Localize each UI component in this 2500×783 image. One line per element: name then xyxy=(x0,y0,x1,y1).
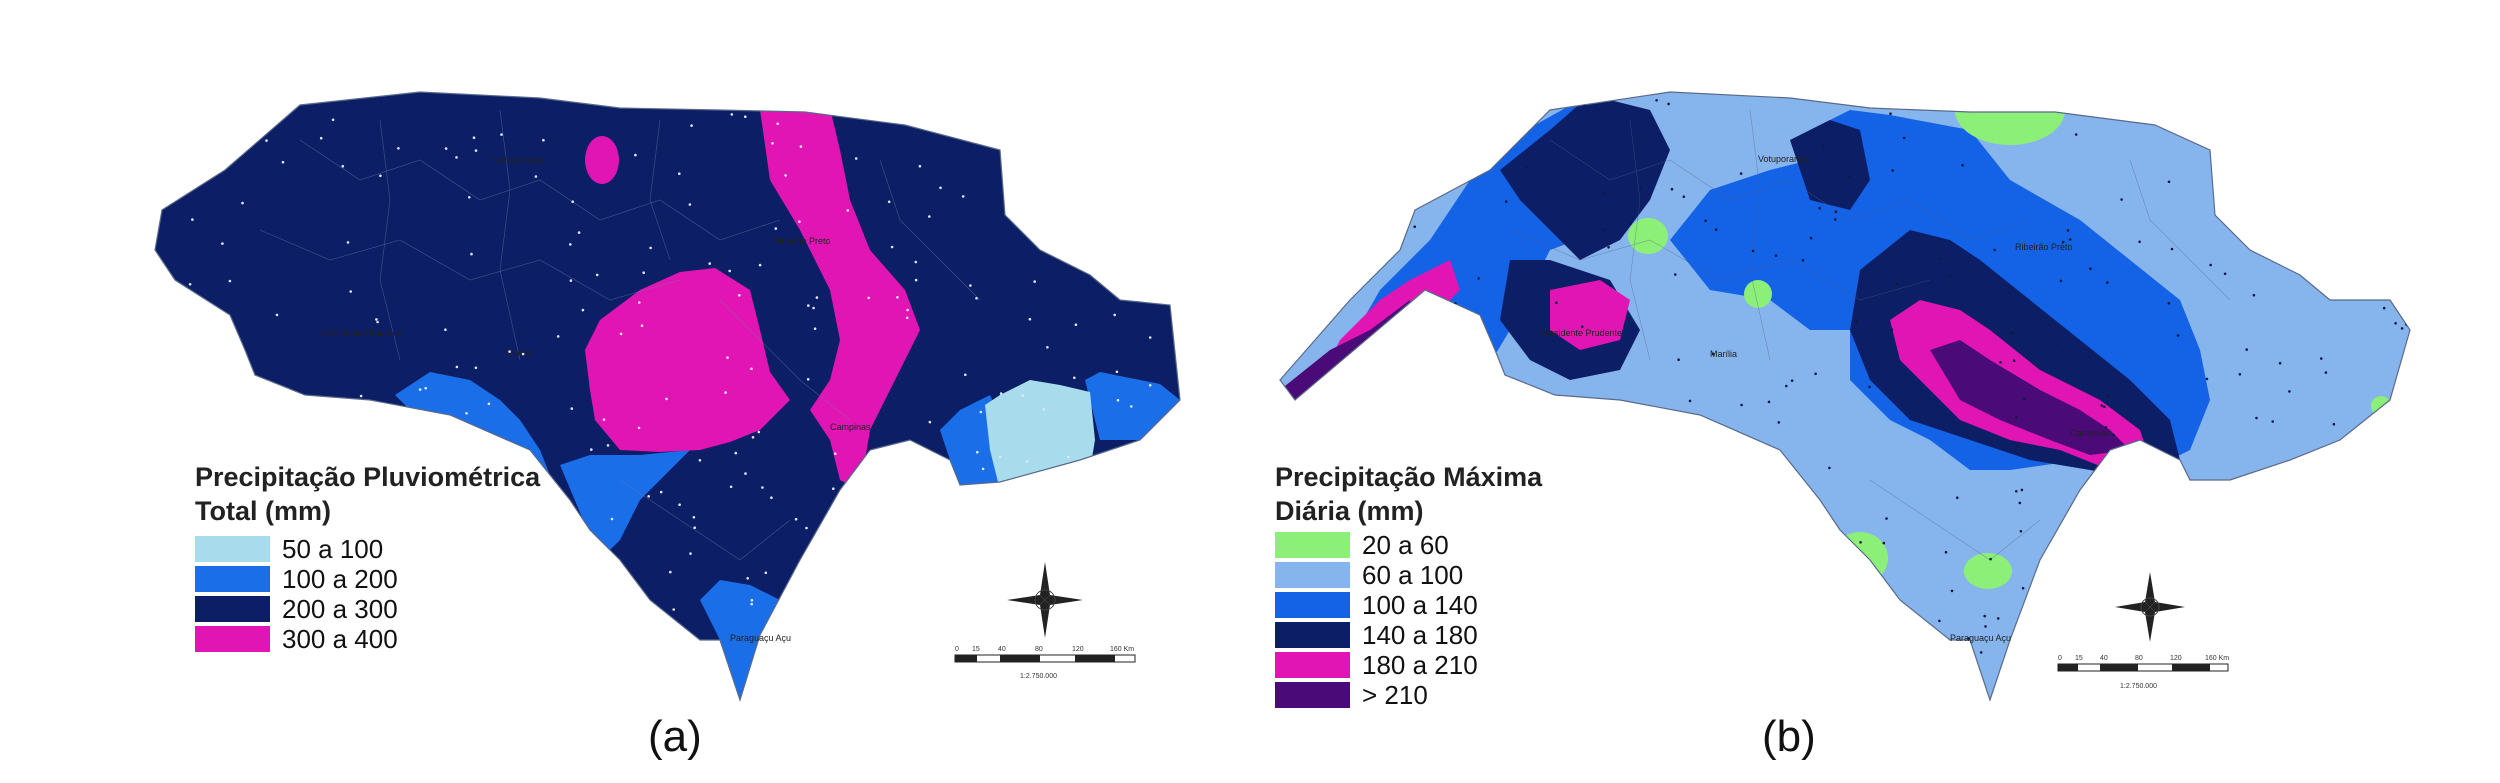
legend-a-label-1: 100 a 200 xyxy=(282,563,398,594)
state-outline-a xyxy=(154,91,1181,702)
map-a-svg: Votuporanga Ribeirão Preto Presidente Pr… xyxy=(154,91,1181,702)
region-180-210-west xyxy=(1550,280,1630,350)
region-300-400-center xyxy=(585,268,790,452)
city-labels-a: Votuporanga Ribeirão Preto Presidente Pr… xyxy=(320,155,871,643)
caption-a: (a) xyxy=(648,712,702,761)
city-campinas: Campinas xyxy=(830,422,871,432)
legend-a-item-1: 100 a 200 xyxy=(195,564,540,594)
scale-ratio-b: 1:2.750.000 xyxy=(2120,683,2157,690)
city-ribeirao-preto-b: Ribeirão Preto xyxy=(2015,242,2073,252)
city-marilia-b: Marília xyxy=(1710,349,1737,359)
compass-rose-a xyxy=(1007,562,1083,638)
scale-bar-b: 0 15 40 80 120 160 Km 1:2.750.000 xyxy=(2057,655,2229,690)
legend-b-label-0: 20 a 60 xyxy=(1362,529,1449,560)
legend-b: Precipitação Máxima Diária (mm) 20 a 60 6… xyxy=(1275,460,1542,710)
legend-b-swatch-3 xyxy=(1275,622,1350,648)
region-20-60-north xyxy=(1955,75,2065,145)
legend-a-label-0: 50 a 100 xyxy=(282,533,384,564)
scale-tick-a-0: 0 xyxy=(955,646,959,653)
legend-a-label-3: 300 a 400 xyxy=(282,623,398,654)
legend-a-item-0: 50 a 100 xyxy=(195,534,540,564)
legend-b-label-1: 60 a 100 xyxy=(1362,559,1464,590)
city-presidente-prudente: Presidente Prudente xyxy=(320,328,402,338)
city-marilia: Marília xyxy=(505,348,532,358)
legend-a-swatch-3 xyxy=(195,626,270,652)
scale-tick-a-5: 160 Km xyxy=(1110,646,1134,653)
legend-b-label-4: 180 a 210 xyxy=(1362,649,1478,680)
region-140-180-north xyxy=(1790,120,1870,210)
legend-b-title-line1: Precipitação Máxima xyxy=(1275,462,1543,492)
scale-ratio-a: 1:2.750.000 xyxy=(1020,673,1057,680)
legend-b-swatch-0 xyxy=(1275,532,1350,558)
legend-b-item-1: 60 a 100 xyxy=(1275,560,1542,590)
scale-tick-a-4: 120 xyxy=(1072,646,1084,653)
region-20-60-g xyxy=(2256,526,2284,550)
legend-a-swatch-2 xyxy=(195,596,270,622)
legend-b-label-3: 140 a 180 xyxy=(1362,619,1478,650)
legend-a-swatch-1 xyxy=(195,566,270,592)
legend-b-swatch-4 xyxy=(1275,652,1350,678)
city-ribeirao-preto: Ribeirão Preto xyxy=(773,236,831,246)
scale-tick-b-2: 40 xyxy=(2100,655,2108,662)
legend-b-label-5: > 210 xyxy=(1362,679,1428,710)
region-20-60-c xyxy=(1518,408,1562,436)
legend-b-swatch-2 xyxy=(1275,592,1350,618)
legend-b-item-2: 100 a 140 xyxy=(1275,590,1542,620)
region-20-60-f xyxy=(2085,480,2105,496)
city-votuporanga: Votuporanga xyxy=(494,155,545,165)
caption-b: (b) xyxy=(1762,712,1816,761)
legend-b-item-5: > 210 xyxy=(1275,680,1542,710)
scale-tick-a-3: 80 xyxy=(1035,646,1043,653)
city-labels-b: Votuporanga Ribeirão Preto Presidente Pr… xyxy=(1540,154,2111,643)
legend-a-label-2: 200 a 300 xyxy=(282,593,398,624)
city-votuporanga-b: Votuporanga xyxy=(1758,154,1809,164)
scale-tick-b-5: 160 Km xyxy=(2205,655,2229,662)
municipal-boundaries-b xyxy=(1509,109,2231,561)
legend-a-title-line1: Precipitação Pluviométrica xyxy=(195,462,541,492)
city-paraguacu-b: Paraguaçu Açu xyxy=(1950,633,2011,643)
city-campinas-b: Campinas xyxy=(2070,428,2111,438)
map-b-svg: Votuporanga Ribeirão Preto Presidente Pr… xyxy=(1279,0,2500,702)
map-panel-b: Votuporanga Ribeirão Preto Presidente Pr… xyxy=(1250,0,2500,783)
region-gt-210-far-west xyxy=(1280,300,1410,410)
region-20-60-e xyxy=(1964,553,2012,589)
legend-a-item-2: 200 a 300 xyxy=(195,594,540,624)
scale-tick-b-1: 15 xyxy=(2075,655,2083,662)
region-20-60-a xyxy=(1628,218,1668,254)
scale-bar-a: 0 15 40 80 120 160 Km 1:2.750.000 xyxy=(954,646,1136,680)
map-panel-a: Votuporanga Ribeirão Preto Presidente Pr… xyxy=(154,91,1181,761)
legend-b-swatch-1 xyxy=(1275,562,1350,588)
map-a-regions xyxy=(155,92,1180,700)
scale-tick-a-2: 40 xyxy=(998,646,1006,653)
legend-b-swatch-5 xyxy=(1275,682,1350,708)
legend-b-item-0: 20 a 60 xyxy=(1275,530,1542,560)
scale-tick-b-4: 120 xyxy=(2170,655,2182,662)
compass-rose-b xyxy=(2115,572,2185,642)
region-300-400-east xyxy=(760,105,920,490)
scale-tick-b-3: 80 xyxy=(2135,655,2143,662)
state-outline-b xyxy=(1279,91,2411,702)
legend-a: Precipitação Pluviométrica Total (mm) 50… xyxy=(195,460,540,654)
region-20-60-b xyxy=(1744,280,1772,308)
legend-b-title-line2: Diária (mm) xyxy=(1275,496,1424,526)
region-100-200-south xyxy=(700,580,780,700)
legend-a-title-line2: Total (mm) xyxy=(195,496,331,526)
region-300-400-spot xyxy=(585,136,619,184)
legend-a-swatch-0 xyxy=(195,536,270,562)
legend-a-item-3: 300 a 400 xyxy=(195,624,540,654)
legend-b-item-3: 140 a 180 xyxy=(1275,620,1542,650)
region-140-180-northwest xyxy=(1500,95,1670,260)
city-paraguacu: Paraguaçu Açu xyxy=(730,633,791,643)
city-presidente-prudente-b: Presidente Prudente xyxy=(1540,328,1622,338)
region-20-60-d xyxy=(1832,532,1888,584)
legend-b-item-4: 180 a 210 xyxy=(1275,650,1542,680)
legend-b-label-2: 100 a 140 xyxy=(1362,589,1478,620)
region-gt-210-center xyxy=(1930,340,2130,455)
municipal-boundaries-a xyxy=(259,109,981,561)
scale-tick-b-0: 0 xyxy=(2058,655,2062,662)
scale-tick-a-1: 15 xyxy=(972,646,980,653)
